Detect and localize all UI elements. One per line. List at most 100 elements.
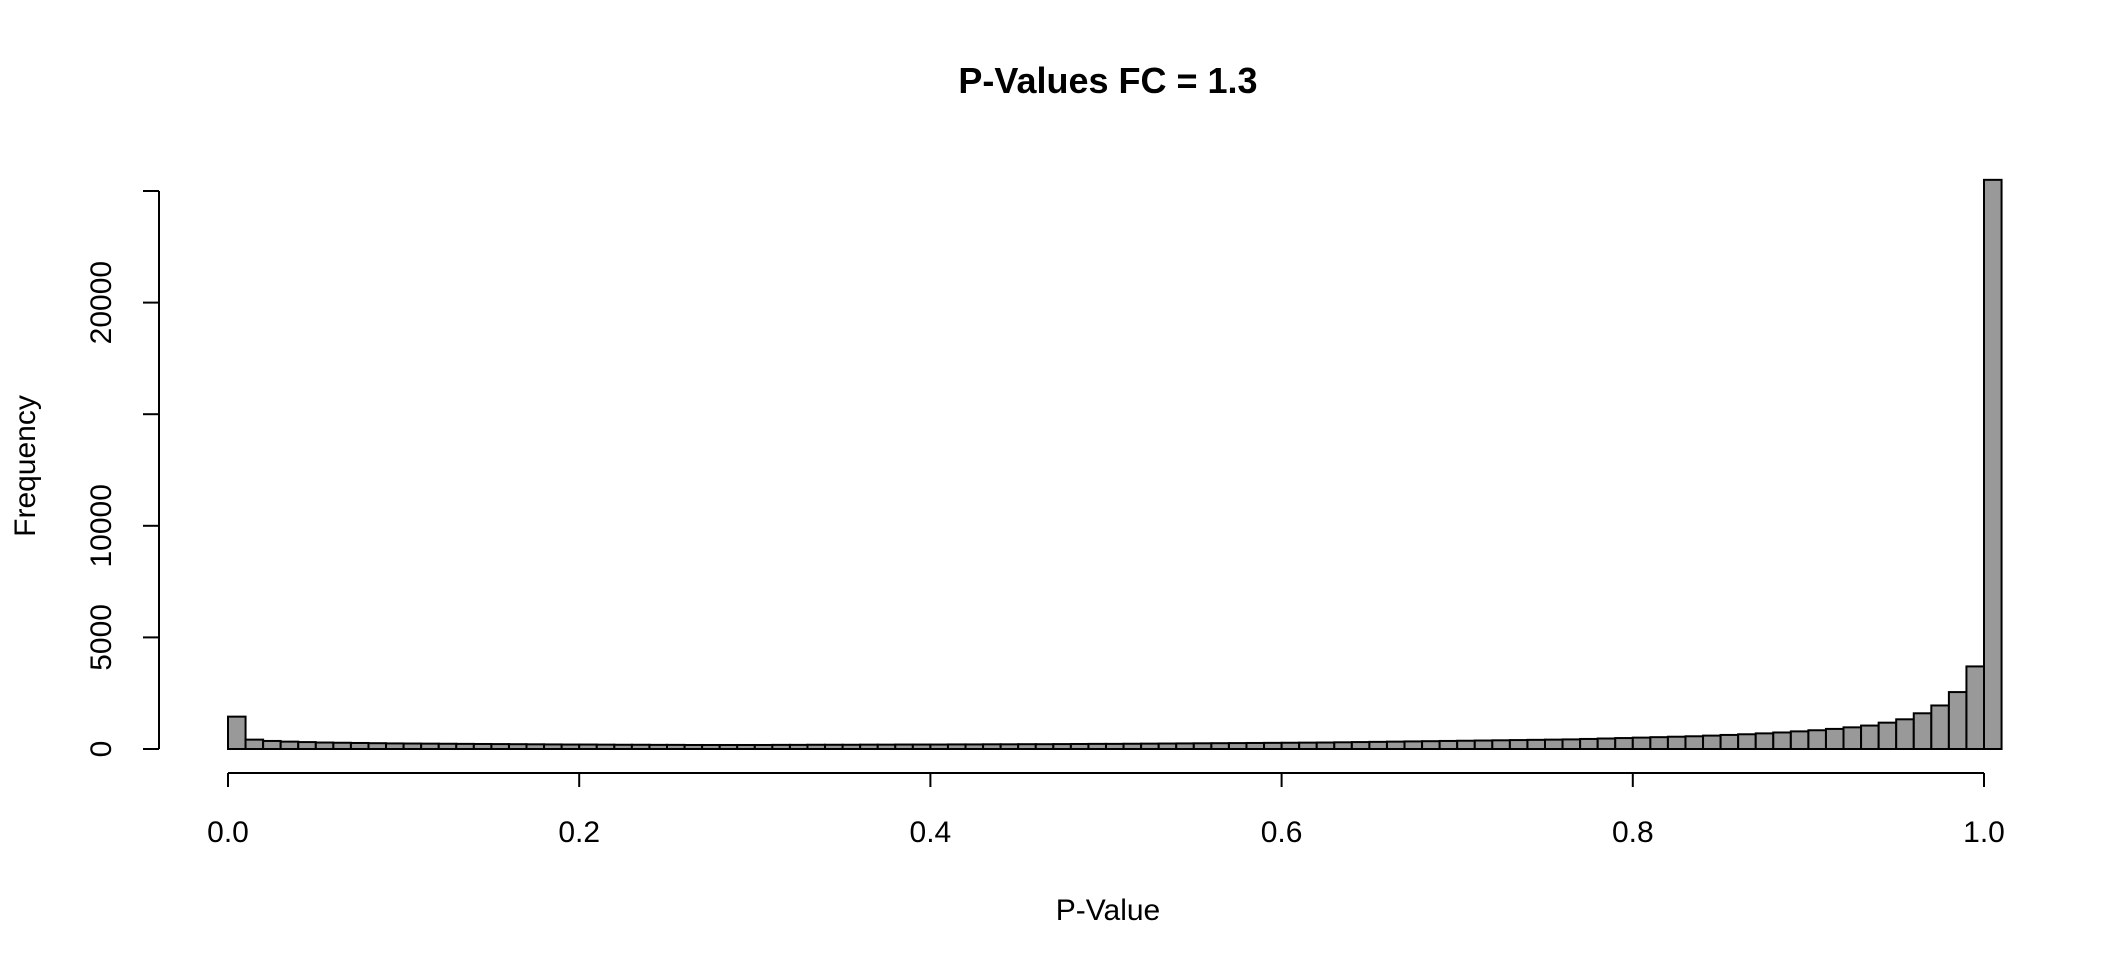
histogram-bar: [367, 742, 388, 751]
histogram-bar: [999, 743, 1020, 750]
histogram-bar: [244, 738, 265, 751]
histogram-bar: [683, 743, 704, 750]
histogram-bar: [964, 743, 985, 750]
histogram-bar: [1772, 731, 1792, 750]
histogram-bar: [455, 742, 475, 750]
histogram-bar: [1140, 742, 1160, 751]
histogram-bar: [1789, 730, 1810, 750]
x-tick-label: 1.0: [1963, 816, 2005, 849]
histogram-bar: [1860, 724, 1880, 750]
histogram-bar: [753, 743, 774, 750]
histogram-bar: [806, 743, 827, 751]
histogram-bar: [1421, 740, 1441, 751]
histogram-bar: [1947, 691, 1968, 751]
histogram-bar: [1087, 742, 1107, 750]
histogram-bar: [1965, 665, 1985, 750]
histogram-bar: [1315, 741, 1336, 751]
histogram-bar: [1350, 741, 1371, 751]
histogram-bar: [525, 743, 546, 750]
histogram-bar: [929, 743, 949, 750]
histogram-bar: [1491, 739, 1511, 750]
x-axis-label: P-Value: [1056, 894, 1161, 927]
histogram-bar: [1895, 718, 1915, 750]
histogram-bar: [314, 741, 335, 751]
histogram-bar: [1737, 733, 1757, 751]
histogram-bar: [824, 743, 844, 751]
histogram-bar: [876, 743, 897, 751]
histogram-bar: [1438, 739, 1459, 751]
y-tick-label: 5000: [85, 604, 118, 671]
histogram-bar: [1456, 739, 1476, 750]
histogram-bar: [771, 743, 791, 750]
histogram-bar: [1824, 727, 1845, 750]
histogram-bar: [1754, 732, 1775, 751]
y-tick-label: 20000: [85, 261, 118, 344]
histogram-bar: [1280, 741, 1301, 750]
histogram-bar: [894, 743, 914, 750]
histogram-bar: [560, 743, 581, 750]
histogram-bar: [859, 743, 879, 751]
histogram-bar: [1807, 729, 1827, 750]
histogram-bar: [1034, 743, 1055, 751]
x-tick-label: 0.0: [207, 816, 249, 849]
histogram-bar: [1157, 742, 1178, 751]
histogram-bar: [1017, 743, 1037, 751]
histogram-bar: [1983, 178, 2003, 750]
histogram-bar: [1842, 726, 1863, 750]
chart-title: P-Values FC = 1.3: [958, 60, 1257, 101]
histogram-bar: [1666, 735, 1687, 750]
histogram-bar: [613, 743, 633, 751]
histogram-bar: [1877, 721, 1898, 750]
x-tick-label: 0.4: [910, 816, 952, 849]
histogram-bar: [1719, 733, 1740, 751]
x-tick-label: 0.2: [558, 816, 600, 849]
histogram-bar: [1526, 738, 1546, 750]
histogram-bar: [1649, 736, 1669, 750]
histogram-bar: [911, 743, 932, 750]
histogram-bar: [297, 741, 317, 751]
y-tick-label: 10000: [85, 484, 118, 567]
y-axis: 0 5000 10000 20000: [85, 190, 160, 758]
histogram-bar: [1333, 741, 1353, 750]
histogram-bar: [385, 742, 405, 750]
histogram-bar: [788, 743, 809, 750]
histogram-bar: [543, 743, 563, 750]
histogram-bar: [1210, 742, 1230, 751]
histogram-bar: [982, 743, 1002, 750]
histogram-bar: [227, 715, 247, 751]
histogram-bar: [1631, 736, 1652, 750]
histogram-bar: [507, 743, 528, 751]
histogram-bar: [1368, 740, 1388, 750]
histogram-bar: [1122, 742, 1143, 750]
histogram-bar: [1684, 735, 1705, 751]
histogram-bar: [1069, 742, 1090, 750]
histogram-bar: [1508, 739, 1529, 751]
histogram-bar: [490, 743, 510, 751]
histogram-bar: [1930, 704, 1950, 750]
histogram-bar: [437, 742, 458, 750]
histogram-bar: [349, 741, 370, 750]
histogram-bar: [1105, 742, 1125, 750]
histogram-bar: [666, 743, 686, 750]
histogram-bar: [332, 741, 352, 750]
histogram-bar: [841, 743, 862, 751]
histogram-bar: [1473, 739, 1494, 751]
histogram-bar: [472, 742, 493, 750]
histogram-bar: [1052, 743, 1072, 751]
histogram-bar: [420, 742, 440, 751]
histogram-bar: [402, 742, 423, 751]
histogram-bar: [279, 740, 300, 751]
histogram-bar: [1245, 741, 1266, 750]
y-tick-label: 0: [85, 741, 118, 758]
histogram-bar: [262, 739, 282, 751]
histogram-bar: [701, 743, 721, 750]
histogram-bar: [1702, 734, 1722, 750]
histogram-bar: [1544, 738, 1564, 751]
x-tick-label: 0.6: [1261, 816, 1303, 849]
histogram-bar: [1192, 742, 1213, 750]
histogram-bar: [1175, 742, 1195, 750]
histogram-bar: [1561, 738, 1582, 751]
histogram-bar: [1596, 737, 1617, 751]
x-tick-label: 0.8: [1612, 816, 1654, 849]
